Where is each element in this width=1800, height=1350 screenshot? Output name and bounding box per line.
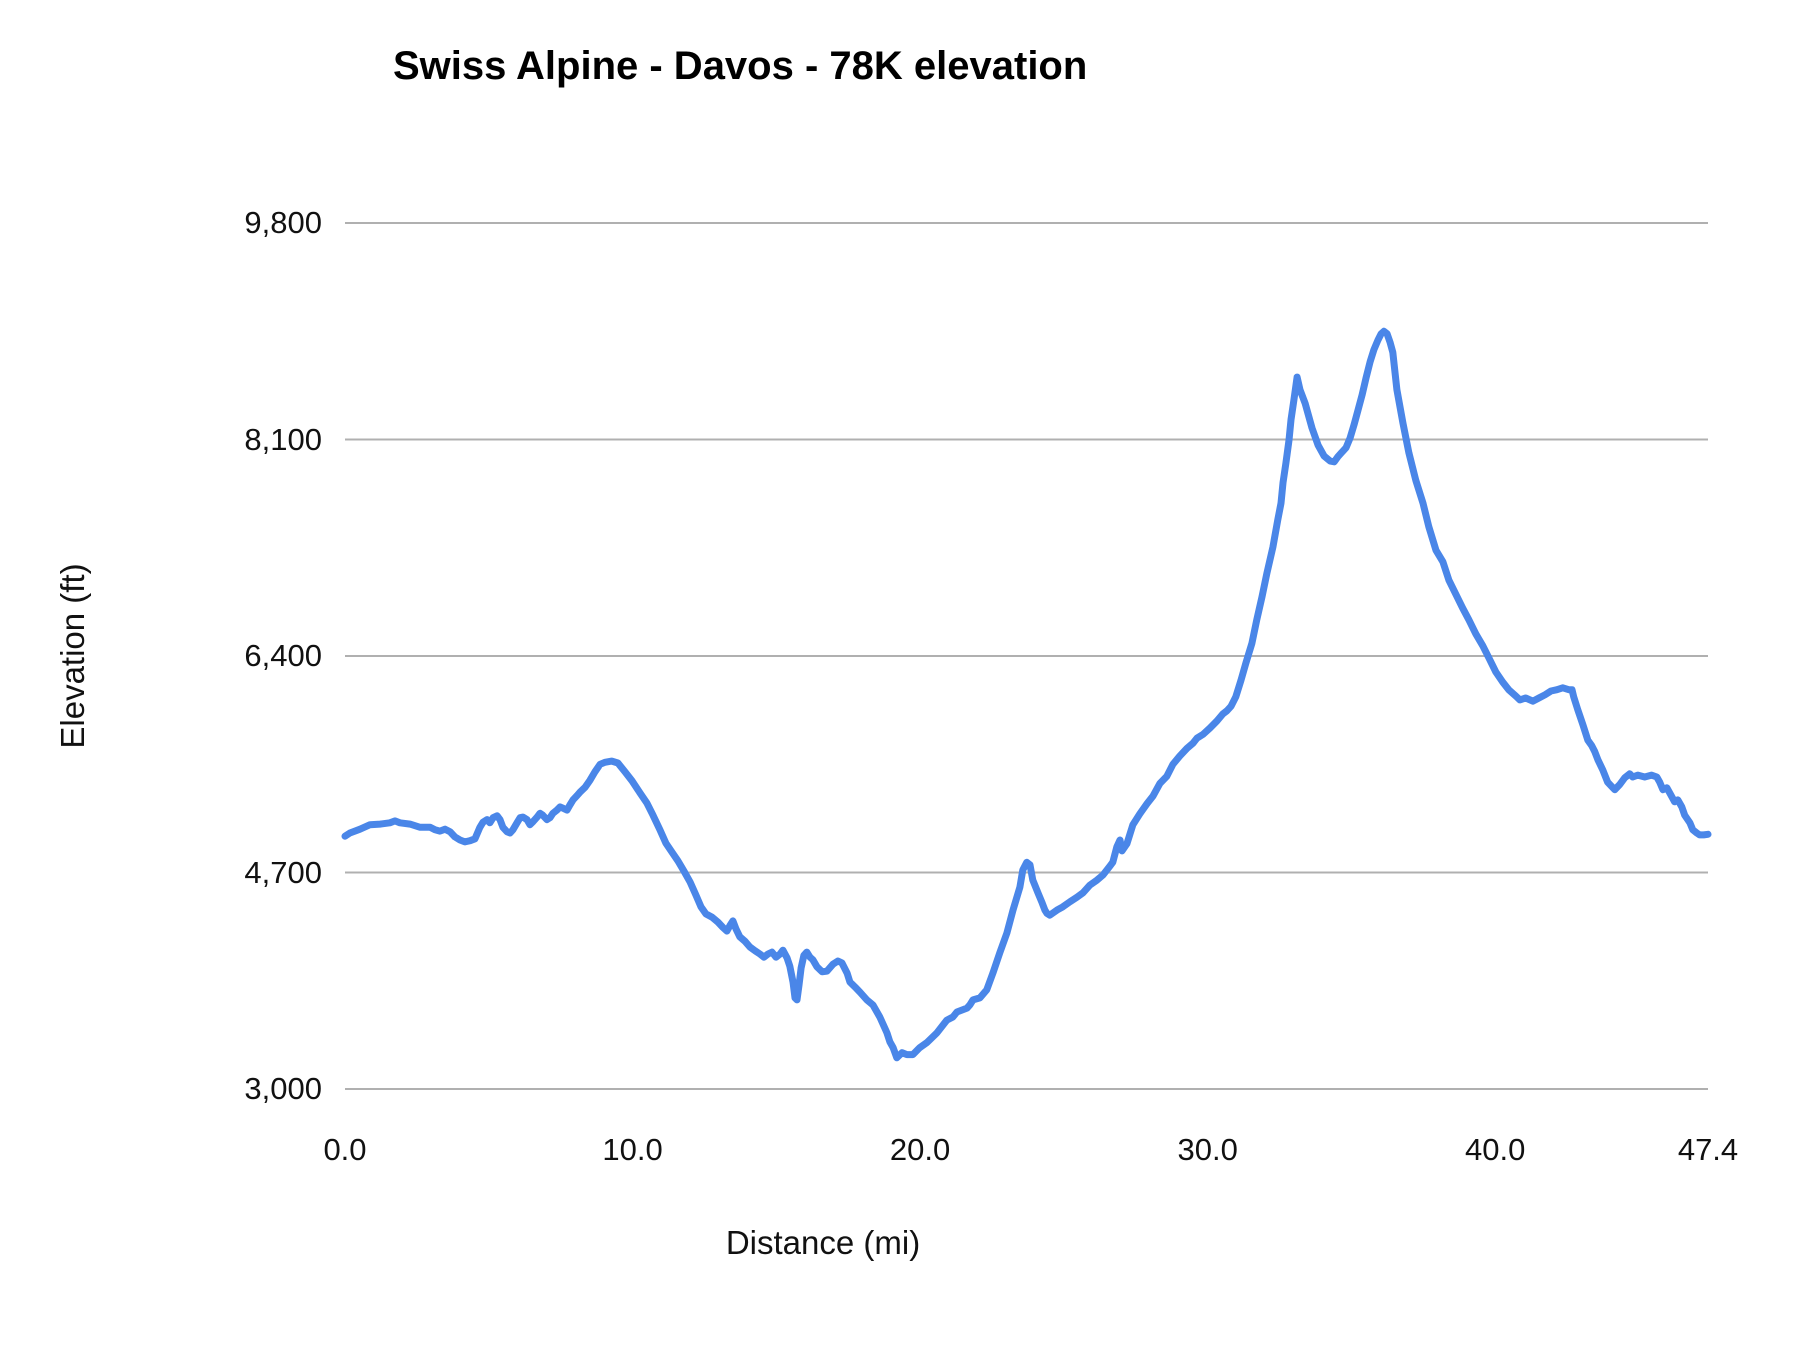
y-tick-label: 9,800 [244,205,322,240]
gridlines [345,222,1708,1090]
y-tick-label: 6,400 [244,638,322,673]
x-tick-label: 30.0 [1177,1132,1238,1167]
y-axis-title: Elevation (ft) [54,563,91,749]
x-tick-label: 10.0 [602,1132,663,1167]
chart-title: Swiss Alpine - Davos - 78K elevation [393,44,1088,88]
x-tick-label: 47.4 [1677,1132,1739,1167]
x-tick-label: 40.0 [1465,1132,1526,1167]
x-tick-label: 0.0 [323,1132,367,1167]
x-axis-title: Distance (mi) [725,1224,921,1261]
y-tick-label: 4,700 [244,854,322,890]
elevation-line-series [341,327,1712,1062]
x-tick-label: 20.0 [889,1132,951,1167]
y-tick-label: 3,000 [244,1071,322,1106]
y-tick-label: 8,100 [244,421,322,457]
